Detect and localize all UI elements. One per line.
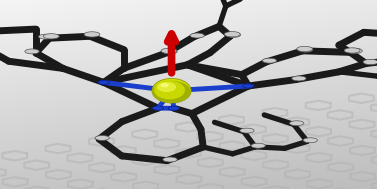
Ellipse shape: [158, 83, 175, 91]
Ellipse shape: [262, 58, 277, 63]
Ellipse shape: [344, 48, 360, 53]
Ellipse shape: [152, 78, 191, 103]
Ellipse shape: [243, 84, 254, 88]
Ellipse shape: [240, 128, 254, 133]
Ellipse shape: [43, 34, 59, 39]
Ellipse shape: [152, 106, 164, 110]
Ellipse shape: [155, 81, 184, 99]
Ellipse shape: [292, 76, 306, 81]
Ellipse shape: [297, 46, 313, 52]
Ellipse shape: [161, 84, 168, 87]
Ellipse shape: [190, 33, 204, 38]
Ellipse shape: [25, 49, 39, 54]
Ellipse shape: [168, 106, 179, 110]
Ellipse shape: [303, 138, 317, 143]
Ellipse shape: [98, 80, 109, 84]
Ellipse shape: [161, 48, 177, 53]
Ellipse shape: [251, 143, 265, 148]
Ellipse shape: [363, 59, 377, 65]
Ellipse shape: [226, 33, 241, 37]
Ellipse shape: [163, 49, 177, 54]
Ellipse shape: [84, 32, 100, 37]
Ellipse shape: [224, 32, 240, 37]
Ellipse shape: [299, 47, 313, 52]
Ellipse shape: [290, 121, 304, 126]
Ellipse shape: [95, 136, 109, 140]
Ellipse shape: [153, 81, 190, 102]
Ellipse shape: [38, 34, 53, 39]
Ellipse shape: [163, 157, 177, 162]
Ellipse shape: [347, 48, 362, 53]
